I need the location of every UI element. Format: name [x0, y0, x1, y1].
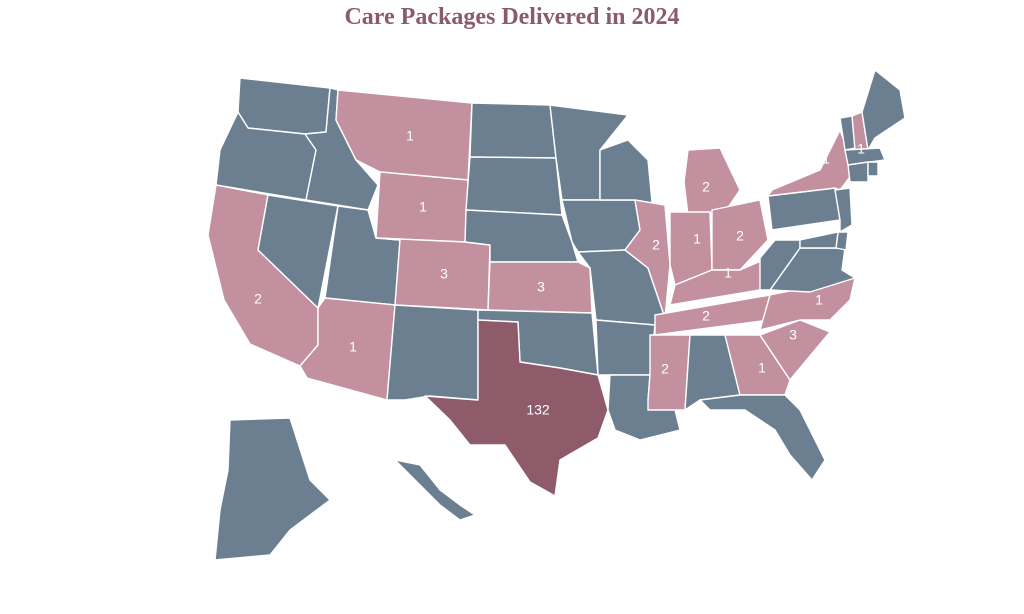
- value-label-az: 1: [349, 339, 357, 355]
- state-wa: [237, 77, 331, 135]
- value-label-ms: 2: [661, 361, 669, 377]
- value-label-nc: 1: [815, 292, 823, 308]
- value-label-co: 3: [440, 266, 448, 282]
- state-ar: [595, 319, 656, 376]
- state-me: [861, 69, 906, 151]
- state-nv: [257, 194, 339, 309]
- state-nm: [386, 304, 479, 401]
- state-sd: [465, 156, 563, 216]
- state-ma: [844, 147, 886, 166]
- state-nd: [469, 102, 557, 159]
- state-ak: [214, 417, 331, 561]
- state-md: [799, 231, 839, 249]
- state-ia: [561, 199, 641, 253]
- value-label-ny: 1: [822, 151, 830, 167]
- value-label-ga: 1: [758, 360, 766, 376]
- state-ms: [647, 334, 691, 411]
- state-ga: [724, 334, 791, 396]
- value-label-wy: 1: [419, 199, 427, 215]
- state-fl: [699, 394, 826, 481]
- value-label-il: 2: [652, 237, 660, 253]
- value-label-tn: 2: [702, 308, 710, 324]
- value-label-ky: 1: [724, 265, 732, 281]
- state-hi: [394, 459, 476, 521]
- state-sc: [759, 319, 831, 381]
- state-nj: [834, 187, 853, 233]
- value-label-tx: 132: [526, 402, 550, 418]
- state-ks: [487, 261, 593, 314]
- value-label-mi: 2: [702, 179, 710, 195]
- map-title: Care Packages Delivered in 2024: [344, 4, 680, 30]
- value-label-mt: 1: [406, 128, 414, 144]
- value-label-oh: 2: [736, 228, 744, 244]
- value-label-ca: 2: [254, 291, 262, 307]
- value-label-nh: 1: [857, 141, 865, 157]
- state-il: [624, 199, 671, 319]
- state-ri: [867, 161, 879, 177]
- state-ct: [847, 161, 869, 183]
- state-tx: [424, 319, 609, 497]
- value-label-in: 1: [693, 231, 701, 247]
- value-label-sc: 3: [789, 327, 797, 343]
- value-label-ks: 3: [537, 279, 545, 295]
- state-mi: [683, 147, 741, 216]
- state-oh: [711, 199, 769, 271]
- state-ny: [767, 129, 856, 197]
